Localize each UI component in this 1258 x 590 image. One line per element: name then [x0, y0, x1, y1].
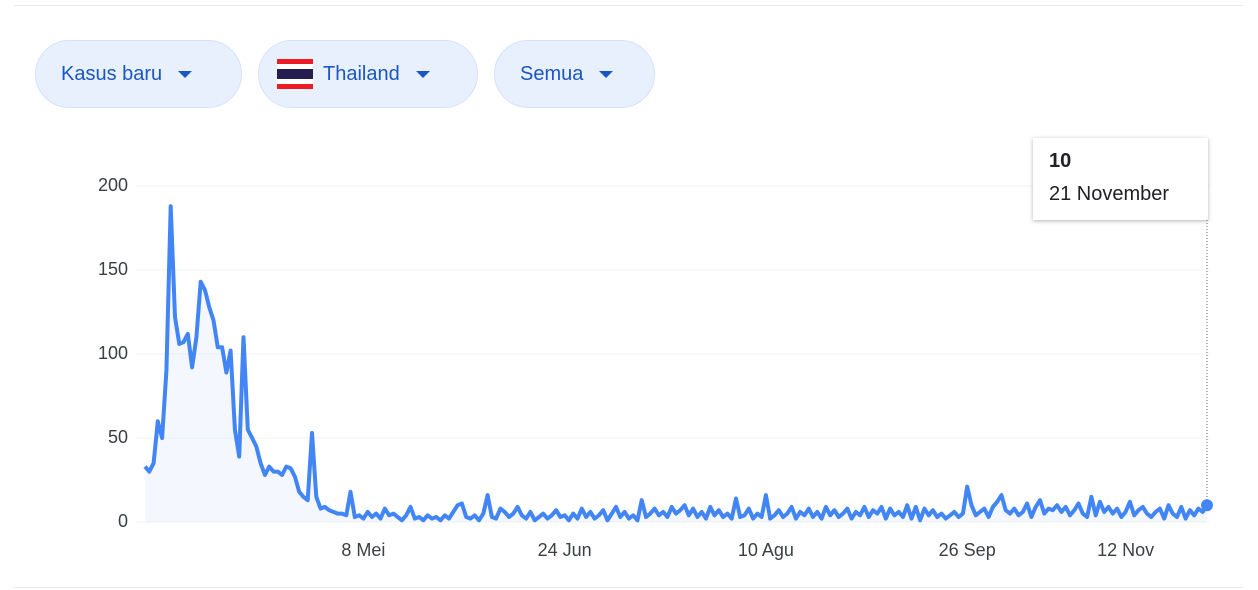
area — [145, 206, 1207, 522]
x-tick-label: 8 Mei — [341, 540, 385, 560]
tooltip-date: 21 November — [1049, 183, 1170, 205]
top-divider — [14, 5, 1244, 6]
metric-dropdown[interactable]: Kasus baru — [35, 40, 242, 108]
country-dropdown[interactable]: Thailand — [258, 40, 478, 108]
flag-stripe — [277, 69, 313, 79]
y-tick-label: 200 — [98, 175, 128, 195]
y-tick-label: 50 — [108, 427, 128, 447]
tooltip: 10 21 November — [1033, 138, 1208, 220]
x-tick-label: 24 Jun — [538, 540, 592, 560]
tooltip-value: 10 — [1049, 150, 1072, 172]
caret — [599, 70, 614, 78]
y-tick-label: 100 — [98, 343, 128, 363]
x-tick-label: 12 Nov — [1097, 540, 1154, 560]
x-tick-label: 26 Sep — [939, 540, 996, 560]
country-label: Thailand — [323, 62, 400, 85]
flag-stripe — [277, 84, 313, 89]
bottom-divider — [14, 587, 1244, 588]
range-label: Semua — [520, 62, 584, 85]
flag — [277, 59, 313, 89]
y-tick-label: 150 — [98, 259, 128, 279]
x-tick-label: 10 Agu — [738, 540, 794, 560]
y-tick-label: 0 — [118, 511, 128, 531]
range-dropdown[interactable]: Semua — [494, 40, 655, 108]
line — [143, 204, 1209, 523]
flag-stripe — [277, 59, 313, 64]
caret — [415, 70, 430, 78]
caret — [178, 70, 193, 78]
metric-label: Kasus baru — [61, 62, 163, 85]
hover-point — [1201, 499, 1213, 512]
